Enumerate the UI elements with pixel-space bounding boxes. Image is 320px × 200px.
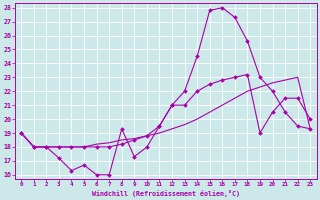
X-axis label: Windchill (Refroidissement éolien,°C): Windchill (Refroidissement éolien,°C)	[92, 190, 240, 197]
